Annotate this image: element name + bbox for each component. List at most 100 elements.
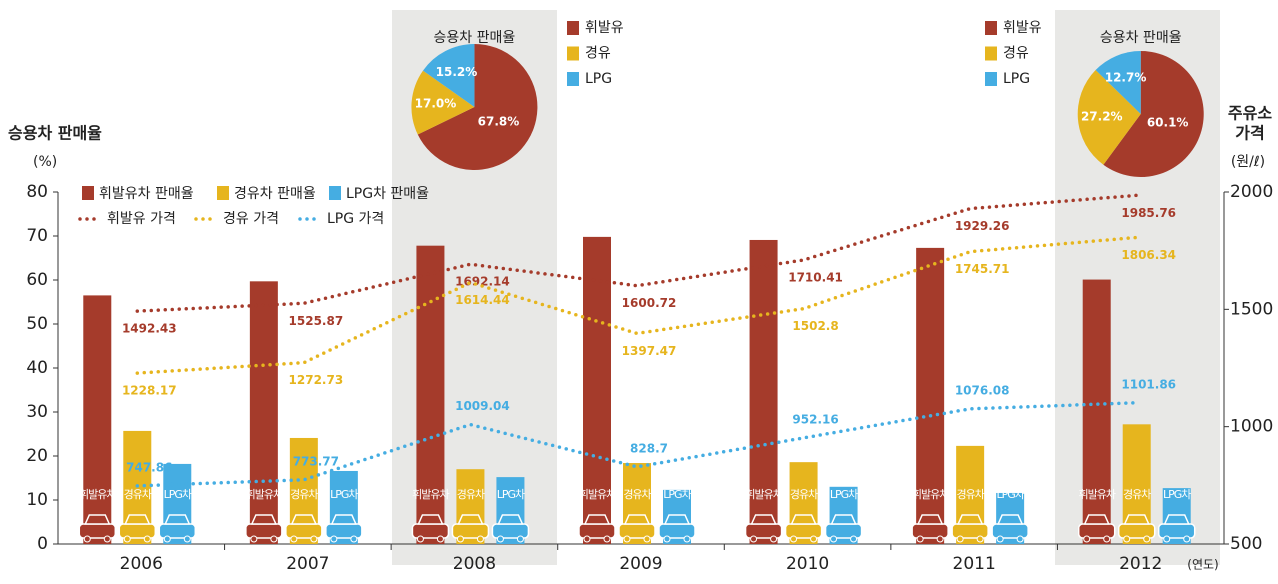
pie-title: 승용차 판매율 bbox=[1100, 30, 1182, 46]
value-label: 952.16 bbox=[792, 412, 838, 426]
bar bbox=[583, 236, 611, 544]
y-tick-label: 30 bbox=[26, 402, 48, 422]
pie-slice bbox=[1103, 51, 1204, 177]
y-tick-label: 20 bbox=[26, 446, 48, 466]
bar-label: 경유차 bbox=[457, 488, 485, 501]
value-label: 1806.34 bbox=[1121, 248, 1176, 262]
car-icon bbox=[451, 523, 490, 539]
legend-swatch bbox=[217, 186, 229, 200]
value-label: 1272.73 bbox=[289, 373, 344, 387]
x-axis-unit: (연도) bbox=[1187, 558, 1218, 572]
legend-label: LPG차 판매율 bbox=[346, 186, 429, 202]
car-wheel bbox=[1163, 535, 1171, 543]
car-wheel bbox=[770, 535, 778, 543]
y-tick-label: 60 bbox=[26, 270, 48, 290]
pie-title: 승용차 판매율 bbox=[434, 30, 516, 46]
car-wheel bbox=[350, 535, 358, 543]
value-label: 1710.41 bbox=[788, 270, 843, 284]
pie-legend-label: LPG bbox=[1003, 71, 1030, 87]
car-icon bbox=[911, 523, 949, 539]
bar-label: 휘발유차 bbox=[1078, 488, 1115, 501]
value-label: 1009.04 bbox=[455, 399, 510, 413]
bar-label: LPG차 bbox=[164, 488, 192, 501]
x-tick-label: 2010 bbox=[786, 554, 829, 574]
pie-legend-swatch bbox=[567, 21, 579, 35]
pie-label: 60.1% bbox=[1147, 115, 1189, 129]
value-label: 1228.17 bbox=[122, 384, 177, 398]
car-icon bbox=[497, 514, 524, 525]
pie-slice bbox=[411, 70, 475, 135]
legend-label: LPG 가격 bbox=[327, 211, 384, 227]
bar bbox=[83, 295, 112, 544]
pie-label: 27.2% bbox=[1081, 110, 1123, 124]
car-wheel bbox=[516, 535, 524, 543]
car-wheel bbox=[1103, 535, 1111, 543]
car-icon bbox=[663, 514, 691, 525]
car-icon bbox=[1157, 523, 1196, 539]
bar-label: 경유차 bbox=[790, 488, 818, 501]
car-icon bbox=[1117, 523, 1156, 539]
car-wheel bbox=[643, 535, 651, 543]
car-wheel bbox=[996, 535, 1004, 543]
car-icon bbox=[916, 514, 944, 525]
bar-label: LPG차 bbox=[996, 488, 1024, 501]
value-label: 1525.87 bbox=[289, 314, 344, 328]
car-wheel bbox=[496, 535, 504, 543]
car-icon bbox=[991, 523, 1029, 539]
car-icon bbox=[583, 514, 611, 525]
car-wheel bbox=[436, 535, 444, 543]
car-wheel bbox=[416, 535, 424, 543]
y-tick-label: 10 bbox=[26, 490, 48, 510]
bar-label: LPG차 bbox=[663, 488, 691, 501]
value-label: 1929.26 bbox=[955, 219, 1010, 233]
car-wheel bbox=[683, 535, 691, 543]
value-label: 1745.71 bbox=[955, 262, 1010, 276]
car-wheel bbox=[330, 535, 338, 543]
car-icon bbox=[1077, 523, 1116, 539]
car-icon bbox=[1123, 514, 1150, 525]
car-icon bbox=[618, 523, 656, 539]
bar-label: 경유차 bbox=[623, 488, 651, 501]
car-icon bbox=[1163, 514, 1190, 525]
x-tick-label: 2008 bbox=[453, 554, 496, 574]
car-icon bbox=[951, 523, 989, 539]
car-wheel bbox=[790, 535, 798, 543]
car-wheel bbox=[1083, 535, 1091, 543]
car-icon bbox=[411, 523, 450, 539]
y2-axis-title: 주유소 bbox=[1228, 104, 1272, 123]
value-label: 1076.08 bbox=[955, 383, 1010, 397]
bar bbox=[916, 247, 945, 544]
y2-tick-label: 1000 bbox=[1230, 417, 1273, 437]
value-label: 747.86 bbox=[126, 460, 172, 474]
pie-legend-label: 경유 bbox=[585, 46, 611, 62]
x-tick-label: 2012 bbox=[1119, 554, 1162, 574]
pie-legend-swatch bbox=[985, 21, 997, 35]
bar-label: 휘발유차 bbox=[579, 488, 616, 501]
bar bbox=[1082, 279, 1111, 544]
value-label: 1101.86 bbox=[1121, 377, 1176, 391]
car-wheel bbox=[163, 535, 171, 543]
car-icon bbox=[78, 523, 117, 539]
value-label: 1397.47 bbox=[622, 344, 677, 358]
car-icon bbox=[118, 523, 157, 539]
pie-slice bbox=[417, 44, 538, 170]
pie-label: 67.8% bbox=[478, 115, 520, 129]
value-label: 1692.14 bbox=[455, 275, 510, 289]
value-label: 1614.44 bbox=[455, 293, 510, 307]
car-icon bbox=[491, 523, 530, 539]
bar-label: LPG차 bbox=[330, 488, 358, 501]
pie-slice bbox=[1095, 51, 1141, 114]
y2-tick-label: 500 bbox=[1230, 534, 1262, 554]
car-wheel bbox=[456, 535, 464, 543]
car-wheel bbox=[623, 535, 631, 543]
x-tick-label: 2007 bbox=[286, 554, 329, 574]
bar-label: 경유차 bbox=[290, 488, 318, 501]
bar-label: 경유차 bbox=[956, 488, 984, 501]
car-wheel bbox=[270, 535, 278, 543]
car-icon bbox=[124, 514, 151, 525]
pie-label: 17.0% bbox=[415, 96, 457, 110]
car-icon bbox=[250, 514, 278, 525]
value-label: 828.7 bbox=[630, 441, 668, 455]
